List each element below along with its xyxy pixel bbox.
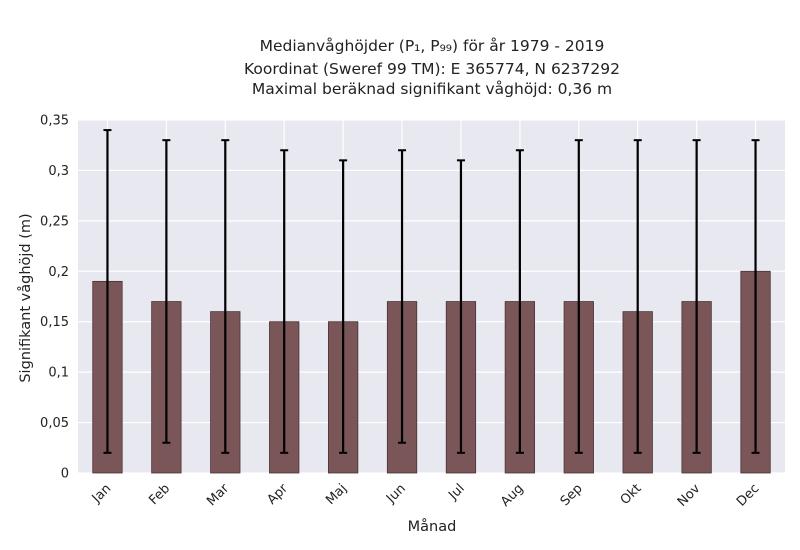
y-tick-label: 0 (61, 467, 69, 482)
x-tick-label: Nov (675, 481, 704, 510)
title-line-1: Medianvåghöjder (P₁, P₉₉) för år 1979 - … (260, 37, 605, 55)
x-tick-label: Sep (558, 481, 586, 509)
x-tick-label: Apr (265, 481, 292, 508)
title-line-3: Maximal beräknad signifikant våghöjd: 0,… (252, 80, 612, 98)
errorbar-aug (515, 149, 524, 454)
errorbar-sep (574, 139, 583, 454)
errorbar-maj (339, 159, 348, 454)
x-axis-ticks: Jan Feb Mar Apr Maj Jun Jul Aug Sep Okt Nov Dec (89, 481, 763, 510)
y-tick-label: 0,2 (48, 265, 69, 280)
errorbar-feb (162, 139, 171, 444)
x-tick-label: Okt (618, 481, 645, 508)
title-line-2: Koordinat (Sweref 99 TM): E 365774, N 62… (244, 60, 620, 78)
plot-area (78, 120, 785, 473)
errorbar-apr (280, 149, 289, 454)
errorbar-jun (398, 149, 407, 444)
x-tick-label: Mar (204, 481, 232, 509)
x-tick-label: Aug (498, 481, 527, 510)
x-axis-label: Månad (408, 518, 457, 535)
x-tick-label: Feb (146, 481, 173, 508)
errorbar-jan (103, 129, 112, 454)
x-tick-label: Jan (89, 481, 114, 506)
y-tick-label: 0,3 (48, 164, 69, 179)
y-tick-label: 0,1 (48, 366, 69, 381)
y-tick-label: 0,25 (40, 214, 69, 229)
error-bars (103, 129, 760, 454)
y-axis-ticks: 0 0,05 0,1 0,15 0,2 0,25 0,3 0,35 (40, 114, 69, 482)
errorbar-nov (692, 139, 701, 454)
errorbar-mar (221, 139, 230, 454)
chart-title: Medianvåghöjder (P₁, P₉₉) för år 1979 - … (244, 37, 620, 98)
x-tick-label: Dec (734, 481, 762, 509)
y-tick-label: 0,15 (40, 315, 69, 330)
errorbar-dec (751, 139, 760, 454)
x-tick-label: Jun (383, 481, 409, 507)
y-tick-label: 0,05 (40, 416, 69, 431)
x-tick-label: Jul (445, 481, 467, 503)
y-axis-label: Signifikant våghöjd (m) (17, 213, 34, 382)
y-tick-label: 0,35 (40, 114, 69, 129)
errorbar-okt (633, 139, 642, 454)
x-tick-label: Maj (323, 481, 350, 508)
errorbar-jul (456, 159, 465, 454)
